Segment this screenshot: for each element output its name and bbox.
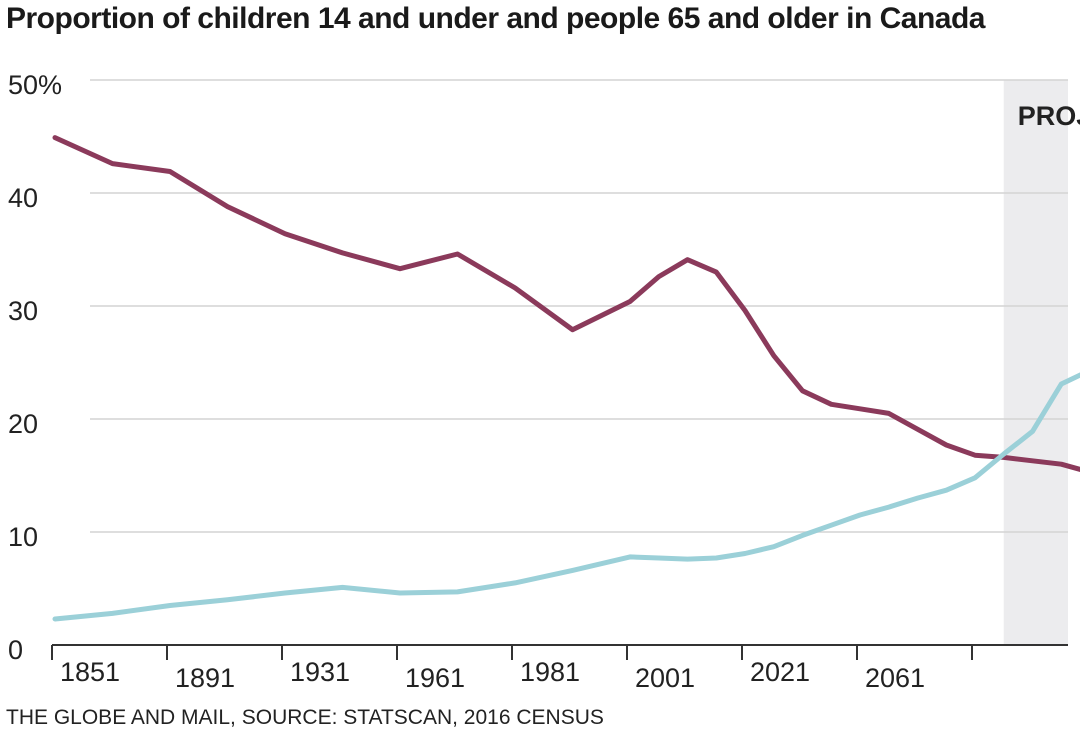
y-tick-label: 30 [8,296,38,326]
y-tick-label: 10 [8,522,38,552]
projected-region [1003,80,1068,645]
x-tick-label: 1931 [290,657,350,687]
y-tick-label: 0 [8,635,23,665]
x-tick-label: 1851 [60,657,120,687]
x-tick-label: 2021 [750,657,810,687]
x-tick-label: 1961 [405,663,465,693]
y-tick-label: 20 [8,409,38,439]
x-axis-ticks: 1851 1891 1931 1961 1981 2001 2021 2061 [51,645,973,693]
series-line-1 [52,372,1080,622]
y-tick-label: 40 [8,183,38,213]
series-lines: Age 0 to 1465 and older [52,135,1080,622]
x-tick-label: 1981 [520,657,580,687]
x-tick-label: 2001 [635,663,695,693]
y-axis-ticks: 0 10 20 30 40 50% [8,70,62,665]
projected-label: PROJECTED [1018,101,1080,131]
y-tick-label: 50% [8,70,62,100]
series-line-0 [52,135,1080,472]
x-tick-label: 1891 [175,663,235,693]
x-tick-label: 2061 [865,663,925,693]
gridlines [52,79,1068,646]
source-credit: THE GLOBE AND MAIL, SOURCE: STATSCAN, 20… [6,706,604,729]
chart-title: Proportion of children 14 and under and … [6,2,985,35]
